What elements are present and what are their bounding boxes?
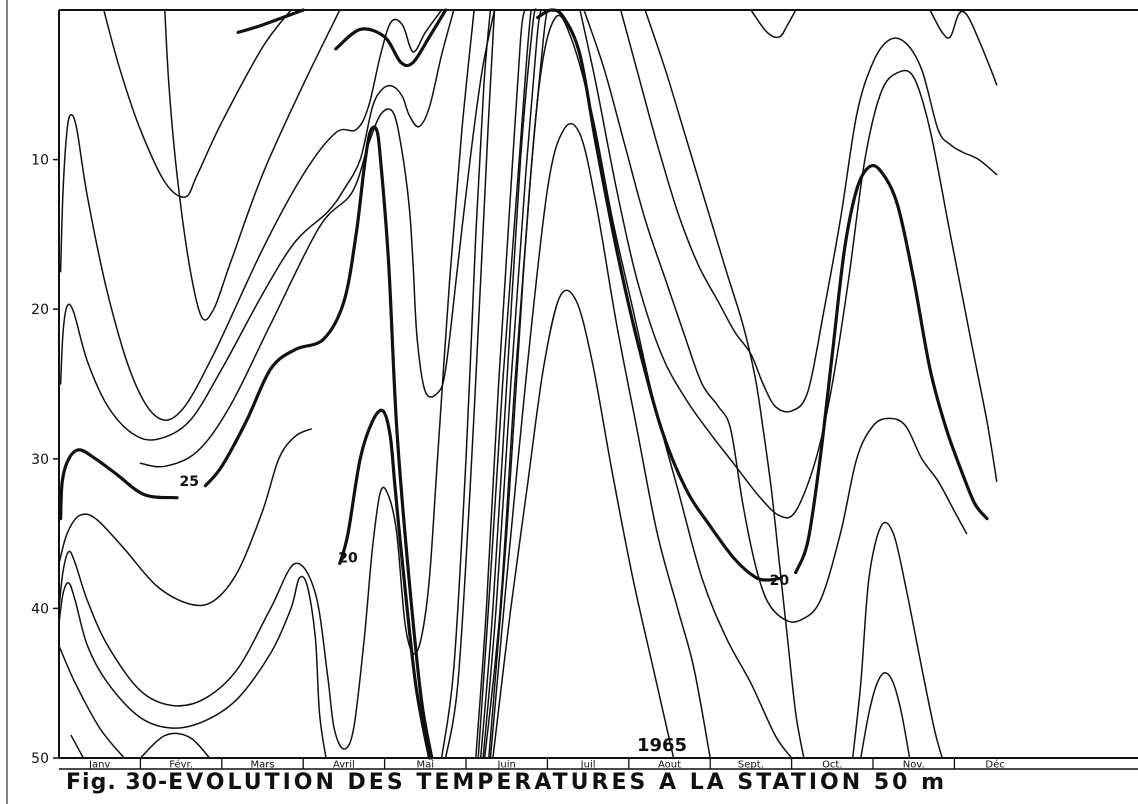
y-tick-label-20: 20 bbox=[31, 302, 49, 318]
isotherm-line-6 bbox=[334, 8, 448, 68]
isotherm-line-36 bbox=[851, 521, 943, 759]
month-label-9: Sept. bbox=[738, 760, 764, 771]
isotherm-line-18 bbox=[444, 9, 496, 759]
month-label-7: Juil bbox=[580, 760, 596, 771]
isotherm-line-13 bbox=[58, 575, 327, 759]
isotherm-line-37 bbox=[860, 671, 911, 759]
isotherm-line-3 bbox=[59, 9, 443, 422]
isotherm-line-23 bbox=[483, 9, 549, 759]
isotherm-line-30 bbox=[583, 9, 968, 623]
isotherm-line-20 bbox=[477, 9, 532, 759]
year-label: 1965 bbox=[637, 735, 687, 756]
isotherm-line-25 bbox=[489, 123, 711, 759]
figure-caption: Fig. 30-EVOLUTION DES TEMPERATURES A LA … bbox=[66, 770, 947, 795]
month-label-1: Janv bbox=[88, 760, 110, 771]
isotherm-line-31 bbox=[619, 9, 998, 413]
month-label-2: Févr. bbox=[169, 759, 193, 771]
month-label-6: Juin bbox=[496, 760, 515, 771]
isotherm-line-8 bbox=[59, 448, 179, 521]
y-tick-label-40: 40 bbox=[31, 601, 49, 617]
figure-title: EVOLUTION DES TEMPERATURES A LA STATION … bbox=[168, 770, 948, 795]
isotherm-line-29 bbox=[579, 9, 998, 519]
isotherm-line-16 bbox=[139, 732, 211, 759]
month-label-12: Déc bbox=[985, 759, 1004, 771]
isotherm-line-2 bbox=[164, 9, 341, 321]
contour-labels: 25 20 20 bbox=[179, 474, 789, 589]
isotherm-line-28 bbox=[794, 163, 989, 575]
isotherm-line-33 bbox=[750, 9, 797, 39]
isotherm-line-11 bbox=[338, 408, 431, 760]
isotherm-line-9 bbox=[203, 125, 434, 760]
isotherm-line-32 bbox=[644, 9, 805, 759]
y-tick-label-30: 30 bbox=[31, 452, 49, 468]
isotherm-line-4 bbox=[59, 9, 455, 441]
month-label-5: Mai bbox=[417, 760, 435, 771]
isolines-group bbox=[58, 8, 998, 760]
isotherm-line-15 bbox=[70, 734, 85, 759]
contour-label-2: 20 bbox=[338, 551, 358, 567]
isotherm-line-19 bbox=[475, 9, 526, 759]
isotherm-line-10 bbox=[58, 428, 313, 607]
month-axis: Janv Févr. Mars Avril Mai Juin Juil Aout Sept. Oc… bbox=[88, 758, 1005, 771]
isotherm-line-35 bbox=[953, 9, 998, 86]
isotherm-line-5 bbox=[236, 8, 305, 34]
month-label-11: Nov. bbox=[903, 760, 925, 771]
isotherm-line-27 bbox=[536, 8, 781, 582]
month-label-10: Oct. bbox=[822, 760, 842, 771]
isotherm-line-21 bbox=[479, 8, 538, 759]
month-label-4: Avril bbox=[333, 760, 355, 771]
isotherm-line-12 bbox=[58, 9, 475, 750]
isotherm-line-22 bbox=[482, 9, 542, 759]
isotherm-line-24 bbox=[488, 14, 793, 759]
month-label-3: Mars bbox=[250, 760, 274, 771]
contour-label-3: 20 bbox=[770, 573, 790, 589]
y-axis: 10 20 30 40 50 bbox=[31, 153, 59, 767]
isotherm-line-7 bbox=[139, 9, 496, 468]
isotherm-line-14 bbox=[58, 645, 125, 759]
isotherm-line-17 bbox=[440, 9, 492, 759]
isotherm-line-1 bbox=[103, 9, 292, 198]
isotherm-line-26 bbox=[492, 289, 675, 759]
y-tick-label-50: 50 bbox=[31, 751, 49, 767]
month-label-8: Aout bbox=[658, 760, 681, 771]
y-tick-label-10: 10 bbox=[31, 153, 49, 169]
contour-label-1: 25 bbox=[179, 474, 198, 490]
figure-number: Fig. 30- bbox=[66, 770, 169, 795]
